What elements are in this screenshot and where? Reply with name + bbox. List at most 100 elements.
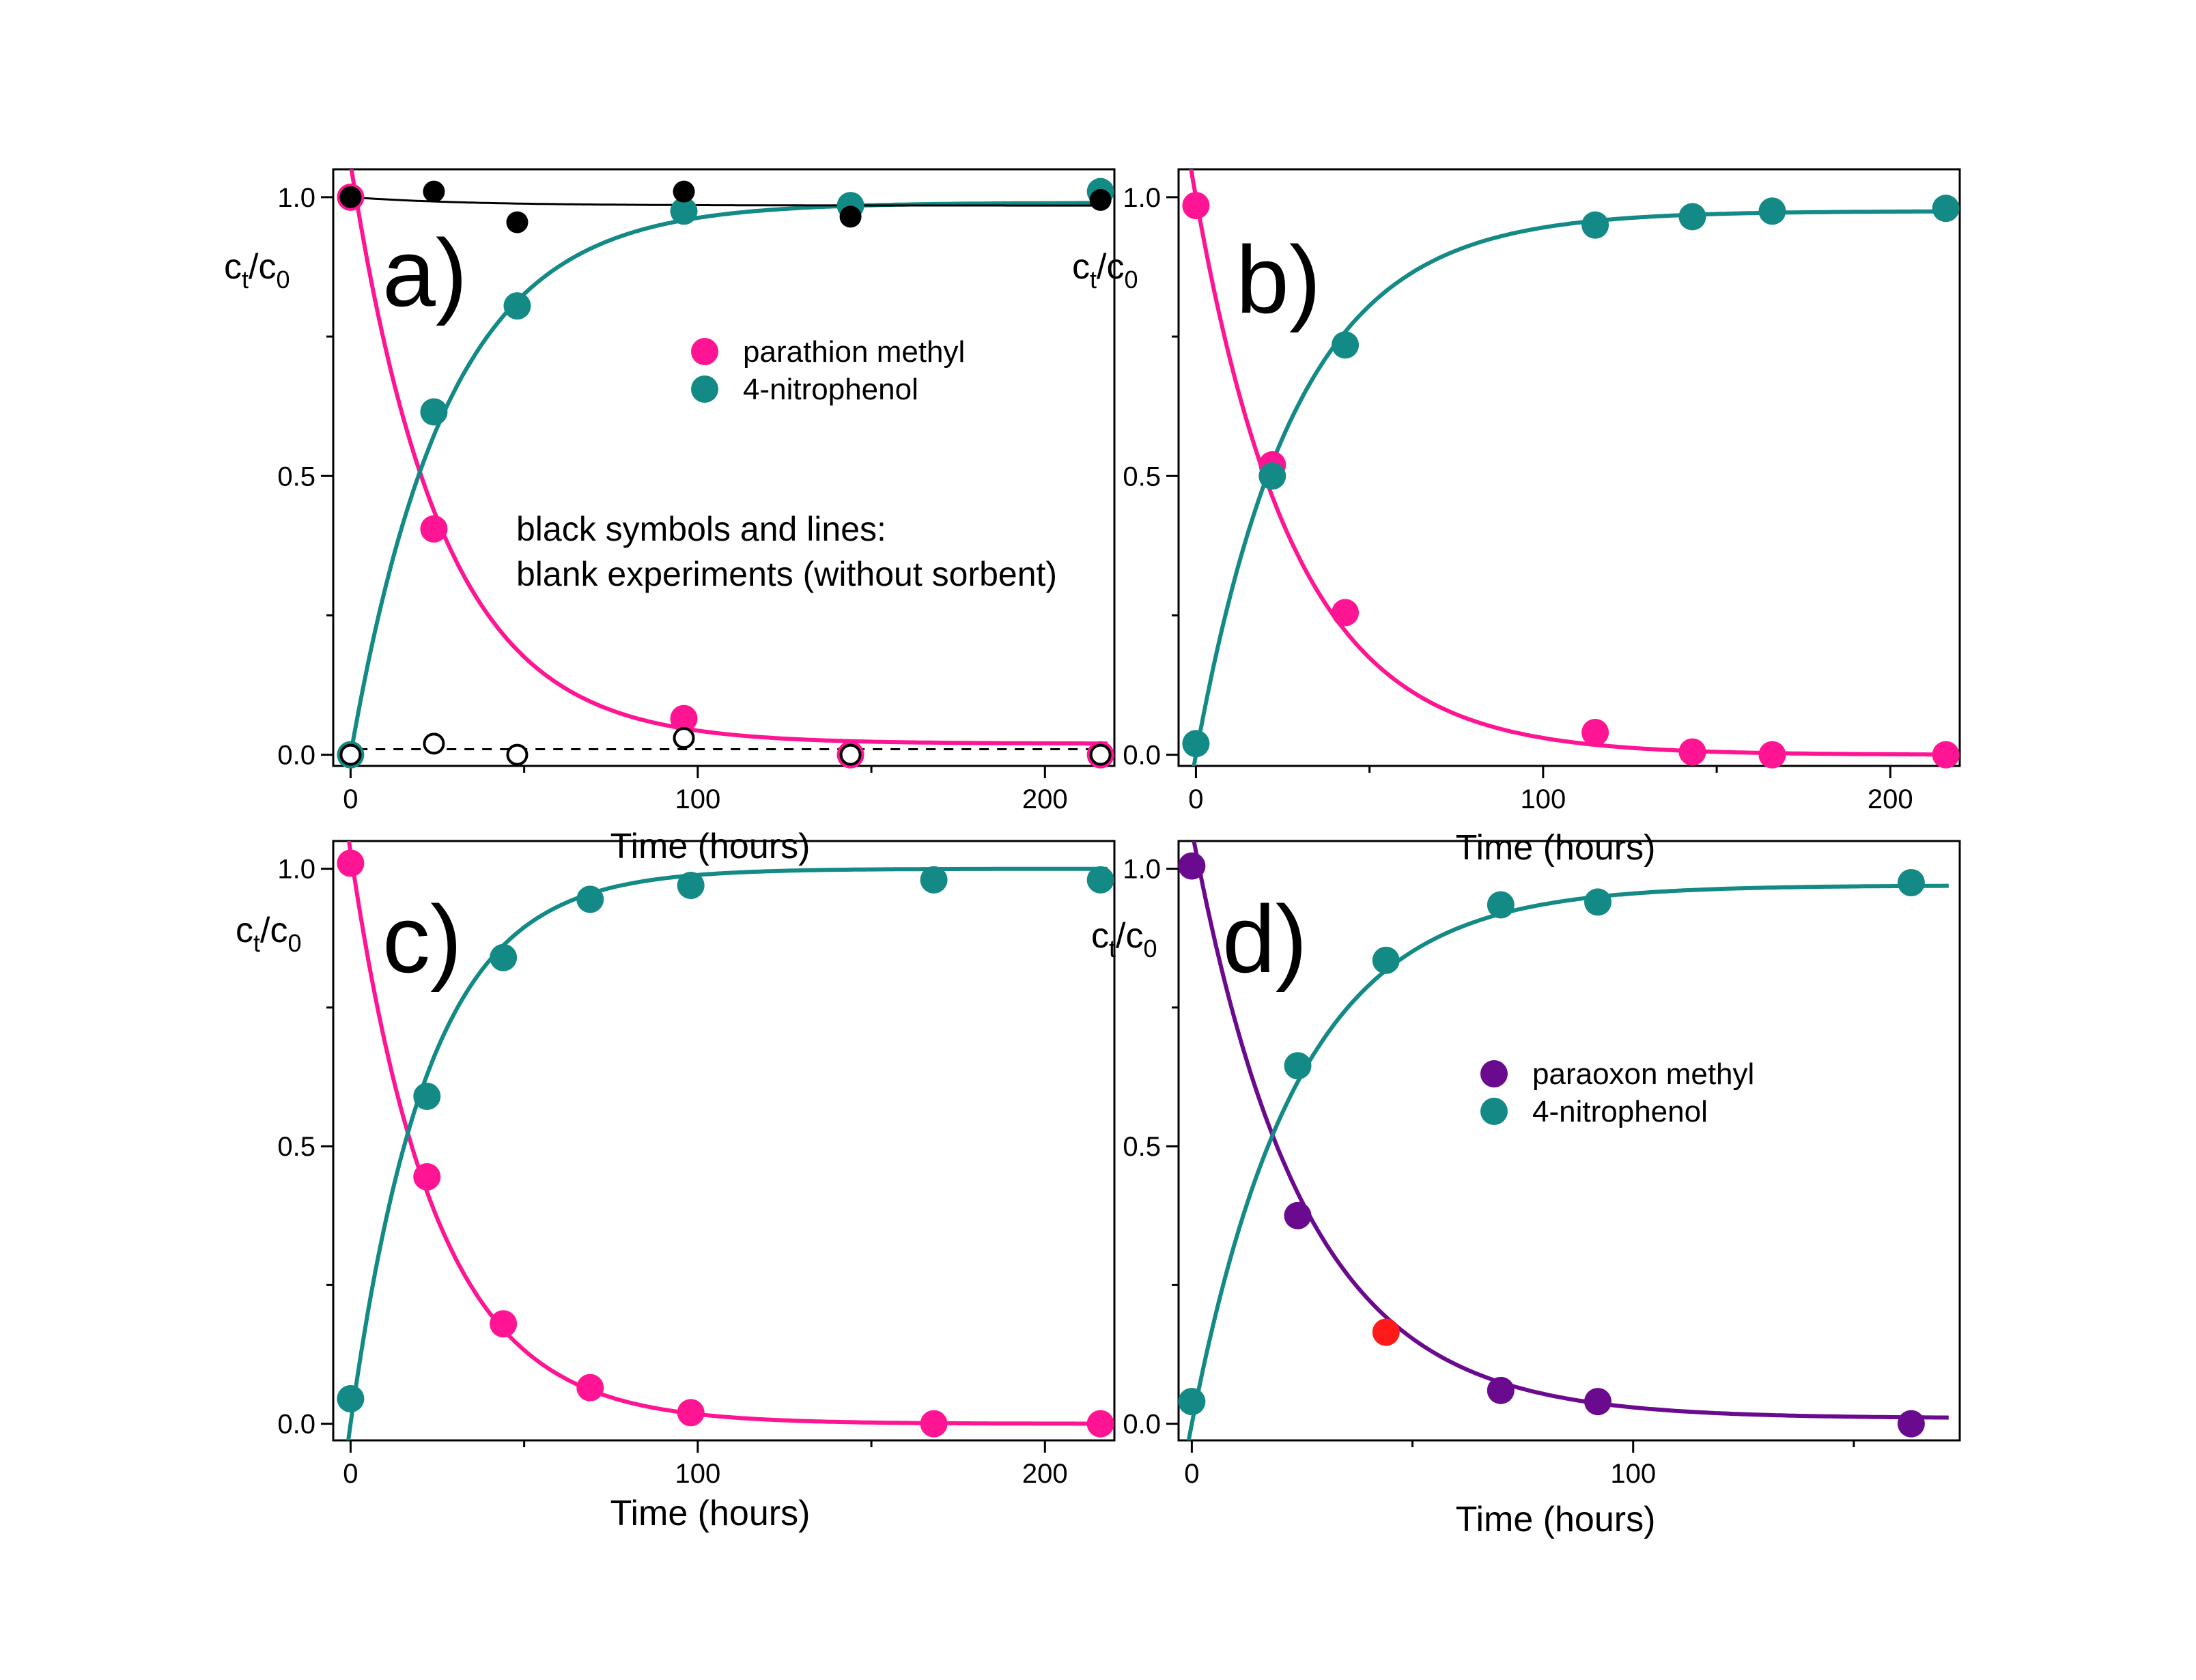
legend-label: 4-nitrophenol [1532, 1095, 1708, 1128]
series-blank-4-nitrophenol [339, 727, 1112, 766]
x-tick-label: 100 [675, 784, 720, 814]
data-point [670, 704, 698, 732]
data-point [673, 727, 695, 750]
data-point [576, 1373, 604, 1401]
y-axis-title: ct/c0 [1072, 247, 1138, 294]
x-tick-label: 100 [675, 1459, 720, 1489]
data-point [1678, 203, 1706, 231]
x-axis-title: Time (hours) [1456, 1500, 1656, 1539]
series-4-nitrophenol [1182, 195, 1960, 758]
data-point [1182, 192, 1210, 220]
legend-label: 4-nitrophenol [743, 373, 918, 406]
legend-label: parathion methyl [743, 335, 965, 369]
data-point [1581, 718, 1609, 746]
x-tick-label: 0 [1184, 1459, 1199, 1489]
data-point [1897, 1410, 1925, 1438]
annotation-line: black symbols and lines: [516, 510, 886, 548]
y-axis-title-part: c [1091, 916, 1109, 956]
data-point [670, 197, 698, 225]
y-tick-label: 0.0 [1123, 1410, 1161, 1440]
data-point [1584, 1388, 1612, 1416]
data-point [1758, 741, 1786, 769]
y-tick-label: 0.0 [277, 1410, 315, 1440]
x-tick-label: 200 [1868, 784, 1913, 814]
data-point [1258, 462, 1286, 490]
data-point [1086, 1410, 1114, 1438]
data-point [576, 885, 604, 913]
data-point [1372, 946, 1400, 974]
data-point [839, 205, 862, 228]
data-point [1089, 743, 1112, 766]
x-tick-label: 100 [1610, 1459, 1656, 1489]
data-point [1332, 599, 1360, 627]
x-axis-title: Time (hours) [610, 1494, 811, 1533]
legend-marker [691, 375, 718, 403]
x-tick-label: 0 [343, 1459, 358, 1489]
y-axis-title-part: 0 [1124, 266, 1138, 294]
data-point [839, 743, 862, 766]
y-tick-label: 0.5 [1123, 1132, 1161, 1162]
fit-curves [346, 841, 1108, 1440]
data-point [1332, 331, 1360, 359]
y-tick-label: 0.5 [277, 1132, 315, 1162]
y-axis-title-part: c [224, 247, 242, 287]
plot-frame [332, 840, 1116, 1442]
y-axis-title: ct/c0 [236, 911, 302, 957]
y-tick-label: 1.0 [1123, 183, 1161, 213]
data-point [1932, 195, 1960, 223]
data-point [506, 743, 529, 766]
y-tick-label: 0.0 [277, 741, 315, 771]
data-point [413, 1082, 441, 1110]
x-tick-label: 200 [1022, 1459, 1068, 1489]
series-parathion-methyl [337, 849, 1114, 1438]
data-point [506, 211, 529, 233]
plot-frame [332, 168, 1116, 767]
legend: parathion methyl 4-nitrophenol [691, 335, 965, 406]
annotation: black symbols and lines: blank experiment… [516, 510, 1057, 593]
fit-curve-parathion-methyl [349, 169, 1108, 746]
data-point [920, 1410, 948, 1438]
data-point [1182, 730, 1210, 758]
y-axis-title-part: /c [1116, 916, 1143, 956]
data-point [1178, 852, 1206, 880]
y-axis-title-part: 0 [287, 929, 301, 957]
data-point [337, 849, 365, 877]
data-point [420, 398, 448, 426]
y-axis-title-part: /c [1097, 247, 1124, 287]
y-axis-title: ct/c0 [224, 247, 290, 294]
data-point [1678, 738, 1706, 766]
legend-label: paraoxon methyl [1532, 1057, 1754, 1091]
panel-label: a) [382, 219, 467, 326]
data-point [337, 1385, 365, 1413]
plot-frame [1177, 168, 1961, 767]
data-point [1487, 891, 1515, 919]
y-axis-title-part: 0 [1143, 935, 1157, 963]
y-axis-title-part: /c [249, 247, 276, 287]
y-axis-title-part: c [1072, 247, 1090, 287]
x-tick-label: 0 [1188, 784, 1203, 814]
legend: paraoxon methyl 4-nitrophenol [1480, 1057, 1754, 1128]
y-axis-title-part: t [1109, 935, 1116, 963]
data-point [677, 872, 705, 900]
y-axis-title-part: t [242, 266, 249, 294]
data-point [490, 1310, 518, 1338]
data-point [1178, 1388, 1206, 1416]
y-axis-title-part: 0 [276, 266, 290, 294]
y-axis-title: ct/c0 [1091, 916, 1157, 963]
series-4-nitrophenol [337, 866, 1114, 1413]
fit-curves [1189, 169, 1953, 766]
panel-label: d) [1222, 885, 1307, 993]
data-point [423, 732, 445, 755]
data-point [339, 743, 362, 766]
panel-label: b) [1236, 226, 1321, 333]
data-point [413, 1163, 441, 1191]
y-tick-label: 0.5 [277, 461, 315, 492]
data-point [1487, 1376, 1515, 1404]
data-point [1086, 866, 1114, 894]
annotation-line: blank experiments (without sorbent) [516, 555, 1057, 593]
legend-marker [1480, 1098, 1508, 1125]
data-point [677, 1399, 705, 1427]
y-tick-label: 1.0 [277, 855, 315, 885]
series-4-nitrophenol [1178, 868, 1925, 1416]
